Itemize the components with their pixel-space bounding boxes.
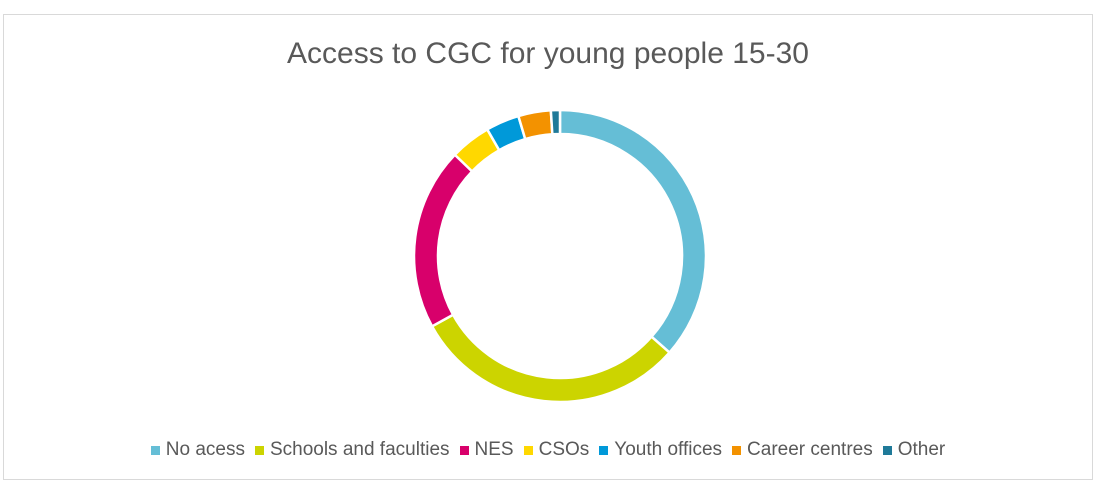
donut-slice-other xyxy=(549,108,562,136)
donut-chart xyxy=(412,108,708,404)
chart-title: Access to CGC for young people 15-30 xyxy=(287,37,809,70)
legend-label: Other xyxy=(897,439,946,460)
legend-label: No acess xyxy=(165,439,245,460)
legend-item: Career centres xyxy=(732,439,873,461)
legend-swatch xyxy=(523,445,533,455)
legend-item: Other xyxy=(882,439,946,461)
legend-swatch xyxy=(254,445,264,455)
legend-swatch xyxy=(459,445,469,455)
legend-item: Schools and faculties xyxy=(254,439,450,461)
legend-swatch xyxy=(882,445,892,455)
legend-item: Youth offices xyxy=(599,439,722,461)
donut-slice-schools-and-faculties xyxy=(430,313,672,404)
legend-item: CSOs xyxy=(523,439,590,461)
legend-label: NES xyxy=(474,439,514,460)
legend-swatch xyxy=(150,445,160,455)
chart-legend: No acess Schools and faculties NES CSOs Yout… xyxy=(4,439,1092,461)
legend-item: NES xyxy=(459,439,514,461)
legend-swatch xyxy=(599,445,609,455)
chart-container: Access to CGC for young people 15-30 No … xyxy=(3,14,1093,480)
donut-slice-career-centres xyxy=(516,108,554,141)
legend-item: No acess xyxy=(150,439,245,461)
donut-slice-nes xyxy=(412,152,474,329)
legend-label: CSOs xyxy=(538,439,590,460)
legend-label: Schools and faculties xyxy=(269,439,450,460)
donut-slice-no-acess xyxy=(558,108,708,355)
legend-swatch xyxy=(732,445,742,455)
legend-label: Youth offices xyxy=(614,439,723,460)
legend-label: Career centres xyxy=(747,439,873,460)
